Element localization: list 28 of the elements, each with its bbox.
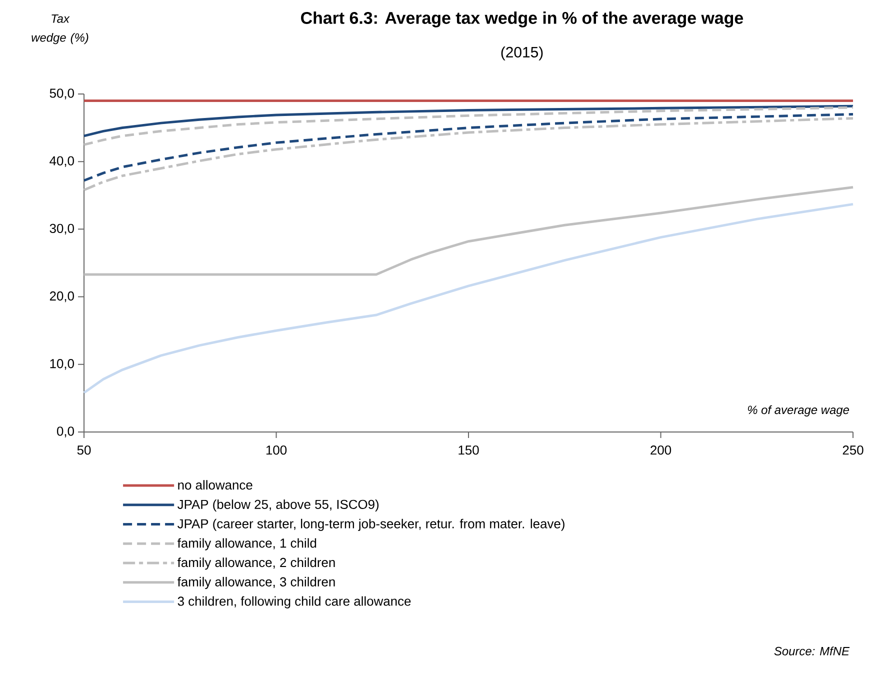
source-note: Source: MfNE (774, 646, 850, 656)
legend-label: family allowance, 1 child (177, 538, 316, 550)
legend-label: family allowance, 2 children (177, 558, 335, 570)
line-series (82, 202, 854, 394)
legend-label: JPAP (career starter, long-term job-seeker, retur. from mater. leave) (178, 518, 564, 531)
line-series (82, 104, 854, 138)
legend-label: no allowance (178, 480, 252, 490)
line-series (82, 113, 854, 182)
line-series (82, 117, 854, 192)
y-tick-label: 20,0 (50, 291, 74, 302)
chart-subtitle: (2015) (501, 46, 543, 60)
chart-title: Chart 6.3: Average tax wedge in % of the average wage (301, 12, 744, 28)
legend-label: 3 children, following child care allowance (178, 596, 411, 608)
legend-label: family allowance, 3 children (177, 576, 335, 590)
x-tick-label: 100 (266, 446, 287, 455)
y-tick-label: 50,0 (50, 88, 74, 100)
x-tick-label: 250 (842, 446, 864, 455)
x-axis-title: % of average wage (748, 405, 850, 416)
line-series (82, 186, 854, 276)
y-tick-label: 10,0 (50, 359, 74, 370)
y-axis-title: Tax wedge (%) (32, 14, 88, 44)
y-tick-label: 30,0 (50, 224, 74, 235)
y-tick-label: 0,0 (56, 426, 74, 438)
legend-label: JPAP (below 25, above 55, ISCO9) (178, 499, 379, 512)
y-tick-label: 40,0 (50, 156, 74, 167)
x-tick-label: 50 (77, 446, 91, 455)
x-tick-label: 200 (650, 446, 672, 455)
x-tick-label: 150 (458, 446, 479, 455)
